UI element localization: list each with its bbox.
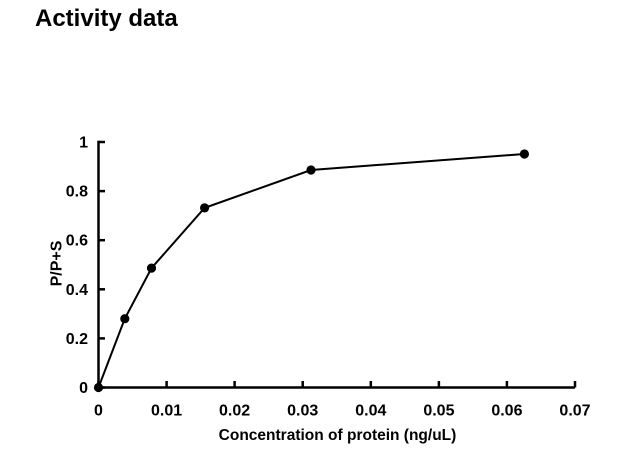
svg-text:0: 0	[79, 380, 88, 397]
svg-text:0.06: 0.06	[491, 403, 522, 420]
svg-text:0.2: 0.2	[66, 331, 88, 348]
svg-text:0.04: 0.04	[355, 403, 386, 420]
svg-text:1: 1	[79, 135, 88, 152]
svg-text:0.07: 0.07	[559, 403, 590, 420]
svg-text:0.02: 0.02	[219, 403, 250, 420]
svg-text:0.05: 0.05	[423, 403, 454, 420]
svg-text:0.03: 0.03	[287, 403, 318, 420]
svg-text:Activity data: Activity data	[35, 5, 178, 32]
svg-text:0.01: 0.01	[151, 403, 182, 420]
svg-text:0: 0	[94, 403, 103, 420]
svg-text:Concentration of protein (ng/u: Concentration of protein (ng/uL)	[219, 427, 457, 444]
svg-text:0.4: 0.4	[66, 282, 88, 299]
svg-text:P/P+S: P/P+S	[49, 240, 66, 286]
svg-text:0.6: 0.6	[66, 233, 88, 250]
svg-text:0.8: 0.8	[66, 184, 88, 201]
